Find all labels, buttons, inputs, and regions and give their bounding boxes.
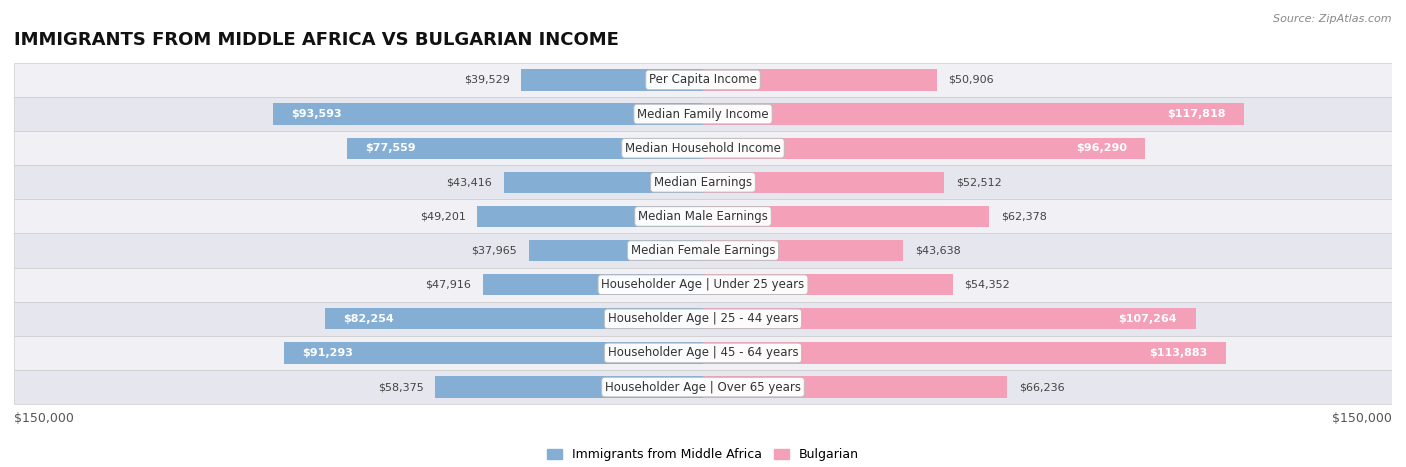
- Text: $43,416: $43,416: [446, 177, 492, 187]
- Text: Per Capita Income: Per Capita Income: [650, 73, 756, 86]
- Text: $49,201: $49,201: [419, 212, 465, 221]
- Bar: [703, 104, 1244, 125]
- Text: $54,352: $54,352: [965, 280, 1010, 290]
- Text: Median Household Income: Median Household Income: [626, 142, 780, 155]
- Text: $62,378: $62,378: [1001, 212, 1047, 221]
- Text: $82,254: $82,254: [343, 314, 394, 324]
- Text: Householder Age | 45 - 64 years: Householder Age | 45 - 64 years: [607, 347, 799, 360]
- Bar: [703, 274, 953, 295]
- Bar: [14, 370, 1392, 404]
- Text: $93,593: $93,593: [291, 109, 342, 119]
- Text: IMMIGRANTS FROM MIDDLE AFRICA VS BULGARIAN INCOME: IMMIGRANTS FROM MIDDLE AFRICA VS BULGARI…: [14, 31, 619, 49]
- Text: $117,818: $117,818: [1167, 109, 1226, 119]
- Bar: [703, 138, 1146, 159]
- Bar: [284, 342, 703, 363]
- Bar: [703, 308, 1195, 329]
- Bar: [14, 63, 1392, 97]
- Bar: [325, 308, 703, 329]
- Bar: [14, 97, 1392, 131]
- Text: $77,559: $77,559: [366, 143, 416, 153]
- Text: Householder Age | Over 65 years: Householder Age | Over 65 years: [605, 381, 801, 394]
- Text: Median Female Earnings: Median Female Earnings: [631, 244, 775, 257]
- Text: $58,375: $58,375: [378, 382, 423, 392]
- Bar: [477, 206, 703, 227]
- Bar: [703, 206, 990, 227]
- Bar: [703, 172, 945, 193]
- Bar: [14, 165, 1392, 199]
- Bar: [529, 240, 703, 261]
- Text: $91,293: $91,293: [302, 348, 353, 358]
- Text: $66,236: $66,236: [1019, 382, 1064, 392]
- Text: $50,906: $50,906: [948, 75, 994, 85]
- Text: Median Male Earnings: Median Male Earnings: [638, 210, 768, 223]
- Text: $113,883: $113,883: [1150, 348, 1208, 358]
- Bar: [14, 302, 1392, 336]
- Bar: [273, 104, 703, 125]
- Bar: [703, 69, 936, 91]
- Bar: [703, 376, 1007, 398]
- Text: $150,000: $150,000: [14, 411, 75, 425]
- Bar: [703, 342, 1226, 363]
- Text: $96,290: $96,290: [1076, 143, 1126, 153]
- Text: Source: ZipAtlas.com: Source: ZipAtlas.com: [1274, 14, 1392, 24]
- Text: $107,264: $107,264: [1119, 314, 1177, 324]
- Bar: [482, 274, 703, 295]
- Text: $52,512: $52,512: [956, 177, 1001, 187]
- Bar: [14, 268, 1392, 302]
- Bar: [703, 240, 904, 261]
- Text: $150,000: $150,000: [1331, 411, 1392, 425]
- Text: $43,638: $43,638: [915, 246, 960, 255]
- Bar: [14, 234, 1392, 268]
- Text: $39,529: $39,529: [464, 75, 510, 85]
- Bar: [522, 69, 703, 91]
- Text: Householder Age | 25 - 44 years: Householder Age | 25 - 44 years: [607, 312, 799, 325]
- Bar: [503, 172, 703, 193]
- Bar: [14, 336, 1392, 370]
- Text: $37,965: $37,965: [471, 246, 517, 255]
- Bar: [347, 138, 703, 159]
- Bar: [14, 131, 1392, 165]
- Text: Median Earnings: Median Earnings: [654, 176, 752, 189]
- Bar: [434, 376, 703, 398]
- Text: Median Family Income: Median Family Income: [637, 107, 769, 120]
- Legend: Immigrants from Middle Africa, Bulgarian: Immigrants from Middle Africa, Bulgarian: [547, 448, 859, 461]
- Bar: [14, 199, 1392, 234]
- Text: Householder Age | Under 25 years: Householder Age | Under 25 years: [602, 278, 804, 291]
- Text: $47,916: $47,916: [426, 280, 471, 290]
